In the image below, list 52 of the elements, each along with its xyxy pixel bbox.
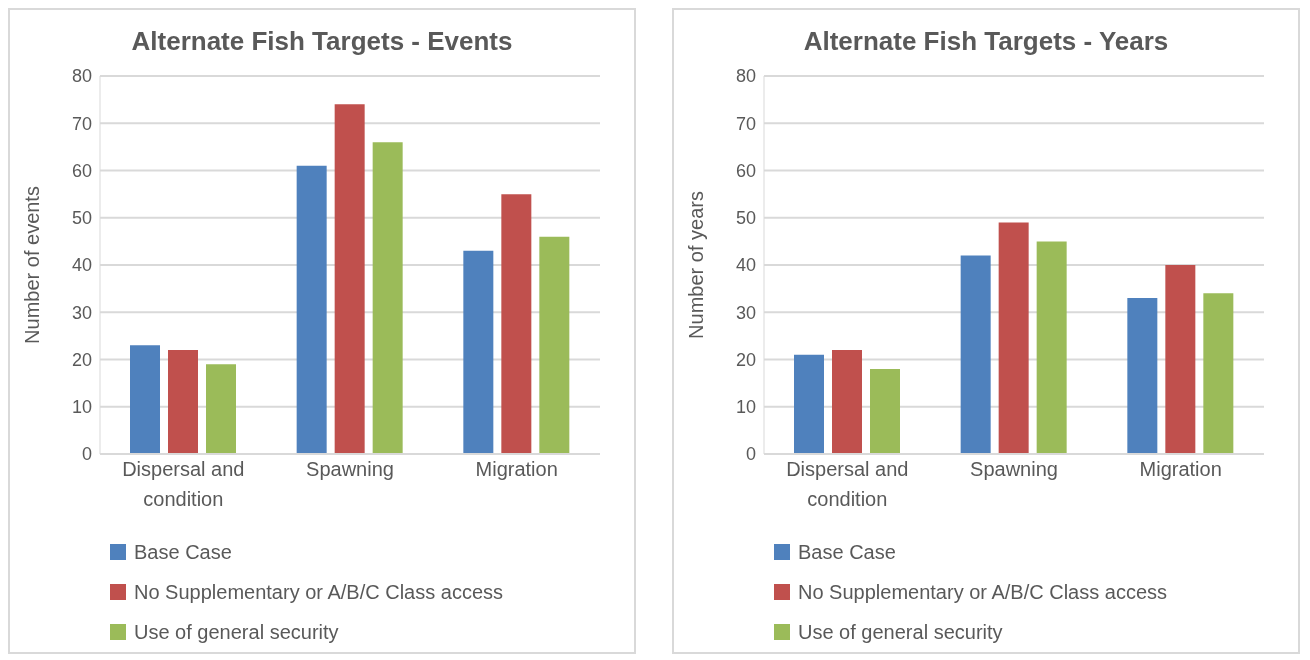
y-tick-label: 40 — [71, 255, 92, 276]
y-tick-label: 30 — [71, 302, 92, 323]
bar — [334, 104, 365, 454]
bar — [296, 165, 327, 454]
legend-label: Base Case — [134, 540, 232, 564]
bar — [832, 350, 862, 454]
chart-title: Alternate Fish Targets - Years — [802, 26, 1170, 58]
bar — [1165, 265, 1196, 454]
bar — [1036, 241, 1067, 454]
bar — [130, 345, 160, 454]
x-tick-label: Migration — [1139, 458, 1222, 480]
x-tick-label: Migration — [475, 458, 558, 480]
y-axis-title: Number of years — [685, 191, 708, 339]
y-tick-label: 60 — [71, 160, 92, 181]
bar — [539, 236, 570, 454]
x-tick-label: Spawning — [306, 458, 394, 480]
y-tick-label: 50 — [735, 208, 756, 229]
chart-title: Alternate Fish Targets - Events — [130, 26, 514, 58]
bar — [1203, 293, 1234, 454]
bar — [794, 354, 824, 454]
y-tick-label: 30 — [735, 302, 756, 323]
bar — [870, 368, 900, 454]
y-tick-label: 50 — [71, 208, 92, 229]
y-axis-title: Number of events — [21, 186, 44, 344]
x-tick-label: Dispersal and condition — [122, 458, 245, 510]
legend-label: No Supplementary or A/B/C Class access — [134, 580, 504, 604]
y-tick-label: 60 — [735, 160, 756, 181]
legend-label: Base Case — [798, 540, 896, 564]
y-tick-label: 70 — [735, 113, 756, 134]
bar — [501, 194, 532, 454]
y-tick-label: 70 — [71, 113, 92, 134]
x-tick-label: Spawning — [970, 458, 1058, 480]
bar — [463, 250, 494, 454]
y-tick-label: 80 — [71, 66, 92, 87]
bar — [206, 364, 236, 454]
y-tick-label: 0 — [81, 444, 92, 465]
bar — [998, 222, 1029, 454]
legend-label: Use of general security — [134, 620, 339, 644]
y-tick-label: 80 — [735, 66, 756, 87]
y-tick-label: 40 — [735, 255, 756, 276]
y-tick-label: 0 — [745, 444, 756, 465]
y-tick-label: 20 — [735, 349, 756, 370]
bar — [960, 255, 991, 454]
legend-label: No Supplementary or A/B/C Class access — [798, 580, 1168, 604]
legend-label: Use of general security — [798, 620, 1003, 644]
bar — [372, 142, 403, 454]
y-tick-label: 10 — [735, 397, 756, 418]
y-tick-label: 10 — [71, 397, 92, 418]
bar — [1127, 298, 1158, 454]
bar — [168, 350, 198, 454]
y-tick-label: 20 — [71, 349, 92, 370]
x-tick-label: Dispersal and condition — [786, 458, 909, 510]
